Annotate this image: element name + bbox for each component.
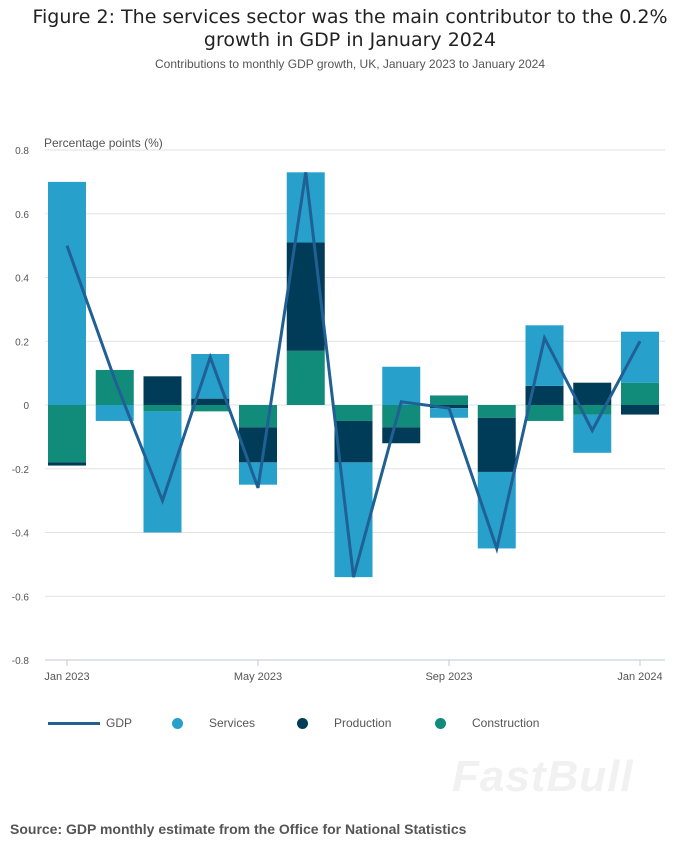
legend-production[interactable]: Production	[297, 716, 391, 730]
y-tick-label: 0	[23, 401, 29, 412]
y-tick-label: 0.6	[15, 210, 29, 221]
bar-services	[621, 331, 659, 383]
bar-production	[48, 462, 86, 466]
bar-construction	[334, 405, 373, 421]
bar-services	[239, 462, 277, 485]
bar-construction	[143, 405, 182, 412]
bar-services	[143, 411, 182, 533]
legend-construction[interactable]: Construction	[435, 716, 539, 730]
bar-production	[143, 376, 182, 405]
bar-services	[525, 325, 564, 386]
y-axis-label: Percentage points (%)	[44, 136, 163, 150]
bar-production	[334, 420, 373, 463]
legend-dot-icon	[297, 717, 308, 729]
y-tick-label: 0.4	[15, 274, 29, 285]
legend-dot-icon	[435, 717, 446, 729]
bar-production	[239, 427, 277, 463]
bar-production	[191, 398, 230, 405]
x-tick-label: May 2023	[234, 671, 282, 683]
source-note: Source: GDP monthly estimate from the Of…	[10, 821, 467, 837]
y-tick-label: -0.6	[12, 592, 30, 603]
bar-services	[95, 405, 134, 421]
bar-services	[430, 408, 468, 418]
bar-construction	[48, 405, 86, 463]
x-tick-label: Sep 2023	[425, 671, 472, 683]
legend-services[interactable]: Services	[172, 716, 255, 730]
legend-line-icon	[48, 721, 100, 725]
bar-construction	[382, 405, 421, 428]
bar-production	[477, 417, 516, 472]
y-tick-label: -0.2	[12, 465, 30, 476]
x-tick-label: Jan 2023	[44, 671, 89, 683]
bar-production	[525, 385, 564, 405]
legend-label: Production	[334, 716, 392, 730]
legend-label: GDP	[106, 716, 133, 730]
y-tick-label: 0.2	[15, 337, 29, 348]
bar-production	[430, 405, 468, 409]
legend-gdp[interactable]: GDP	[48, 716, 132, 730]
bar-production	[382, 427, 421, 444]
legend-dot-icon	[172, 717, 183, 729]
y-tick-label: 0.8	[15, 146, 29, 157]
legend-label: Construction	[472, 716, 540, 730]
bar-construction	[573, 405, 612, 415]
bar-services	[573, 414, 612, 453]
bar-production	[621, 405, 659, 415]
chart-title: Figure 2: The services sector was the ma…	[32, 6, 668, 51]
bar-services	[382, 366, 421, 405]
legend-label: Services	[209, 716, 256, 730]
y-tick-label: -0.4	[12, 529, 30, 540]
bar-production	[573, 382, 612, 405]
bar-construction	[477, 405, 516, 418]
bar-construction	[286, 350, 325, 405]
x-tick-label: Jan 2024	[617, 671, 662, 683]
watermark-logo: FastBull	[452, 752, 634, 801]
chart-subtitle: Contributions to monthly GDP growth, UK,…	[155, 57, 545, 71]
y-tick-label: -0.8	[12, 656, 30, 667]
bar-construction	[621, 382, 659, 405]
bar-construction	[430, 395, 468, 405]
bar-services	[48, 181, 86, 405]
bar-construction	[191, 405, 230, 412]
bar-services	[334, 462, 373, 578]
gdp-line	[65, 172, 642, 578]
bar-construction	[525, 405, 564, 421]
